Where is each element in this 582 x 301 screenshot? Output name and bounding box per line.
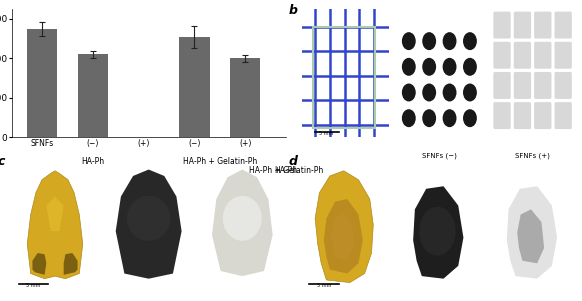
FancyBboxPatch shape [514,12,531,39]
Text: HA-Ph: HA-Ph [274,166,297,175]
FancyBboxPatch shape [555,12,572,39]
FancyBboxPatch shape [494,12,510,39]
Text: SFNFs (+): SFNFs (+) [516,153,550,159]
FancyBboxPatch shape [514,102,531,129]
FancyBboxPatch shape [534,72,552,99]
Polygon shape [27,171,83,279]
Ellipse shape [402,83,416,101]
Text: 5 mm: 5 mm [26,283,41,288]
Text: b: b [289,4,297,17]
Polygon shape [63,253,77,275]
FancyBboxPatch shape [534,102,552,129]
Polygon shape [33,253,47,275]
Text: c: c [0,155,5,169]
Bar [27,29,57,138]
Ellipse shape [402,109,416,127]
FancyBboxPatch shape [494,72,510,99]
Text: SFNFs (−): SFNFs (−) [422,153,457,159]
Bar [230,58,260,138]
FancyBboxPatch shape [494,42,510,69]
Text: d: d [289,155,297,169]
Polygon shape [47,197,63,231]
Bar [179,37,210,138]
Ellipse shape [423,32,436,50]
Text: HA-Ph + Gelatin-Ph: HA-Ph + Gelatin-Ph [249,166,323,175]
Ellipse shape [423,83,436,101]
Ellipse shape [443,32,456,50]
Ellipse shape [402,32,416,50]
Polygon shape [315,171,373,283]
FancyBboxPatch shape [555,102,572,129]
Text: HA-Ph: HA-Ph [81,157,104,166]
Ellipse shape [423,109,436,127]
Polygon shape [517,209,544,263]
Bar [77,54,108,138]
Ellipse shape [463,32,477,50]
Polygon shape [324,199,363,274]
Ellipse shape [443,58,456,76]
Polygon shape [413,186,463,279]
FancyBboxPatch shape [555,42,572,69]
FancyBboxPatch shape [555,72,572,99]
Ellipse shape [463,109,477,127]
Text: HA-Ph + Gelatin-Ph: HA-Ph + Gelatin-Ph [183,157,257,166]
Text: 5 mm: 5 mm [317,283,331,288]
Ellipse shape [463,83,477,101]
Ellipse shape [423,58,436,76]
Polygon shape [331,212,354,261]
FancyBboxPatch shape [534,12,552,39]
Ellipse shape [443,83,456,101]
Polygon shape [116,169,182,279]
Ellipse shape [127,196,171,241]
Ellipse shape [443,109,456,127]
FancyBboxPatch shape [514,72,531,99]
Polygon shape [212,169,273,276]
FancyBboxPatch shape [514,42,531,69]
Ellipse shape [419,207,456,256]
Ellipse shape [223,196,262,241]
Polygon shape [507,186,557,279]
FancyBboxPatch shape [534,42,552,69]
Text: 5 mm: 5 mm [319,131,333,136]
Ellipse shape [463,58,477,76]
Ellipse shape [402,58,416,76]
Bar [313,27,375,129]
FancyBboxPatch shape [494,102,510,129]
